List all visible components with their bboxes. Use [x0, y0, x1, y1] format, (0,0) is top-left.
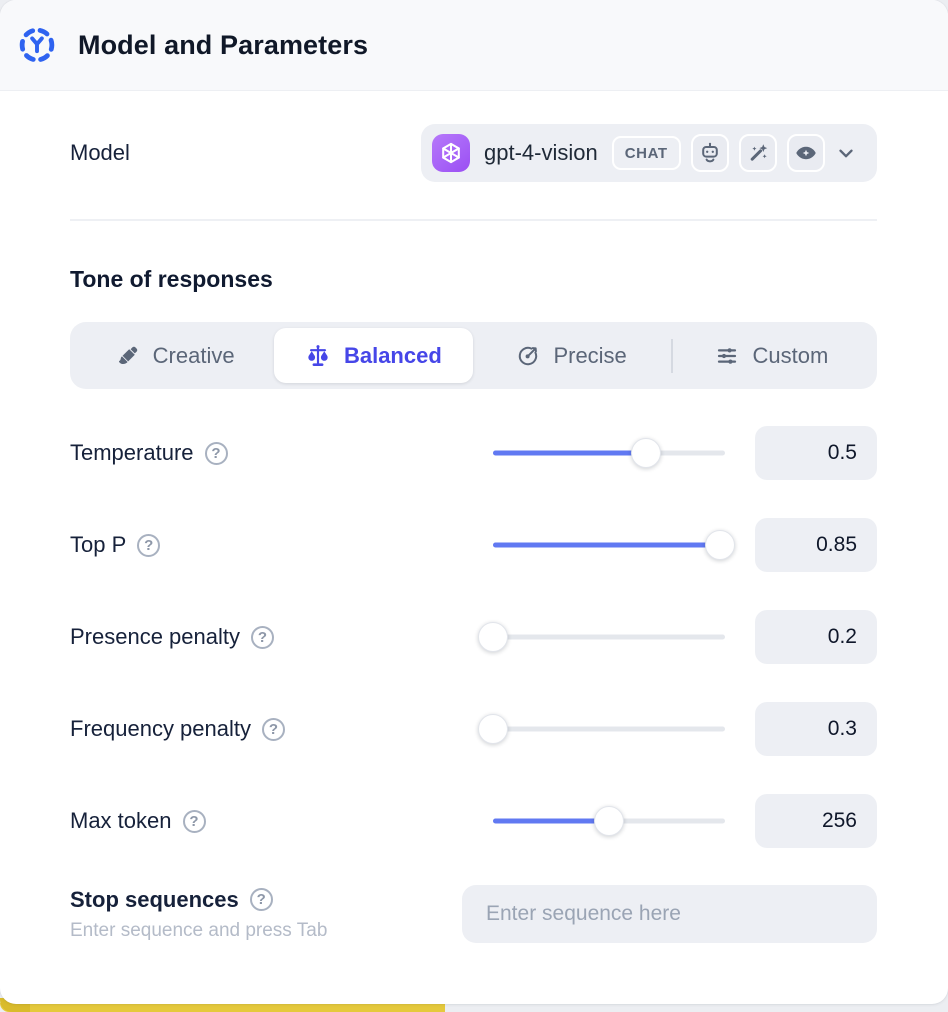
model-hub-icon — [16, 24, 58, 66]
presence-penalty-slider[interactable] — [478, 621, 725, 653]
tone-tab-bar: Creative Balanced — [70, 322, 877, 389]
presence-penalty-value[interactable]: 0.2 — [755, 610, 877, 664]
page-title: Model and Parameters — [78, 29, 369, 60]
paintbrush-icon — [116, 344, 140, 368]
stop-sequences-helper: Enter sequence and press Tab — [70, 919, 328, 941]
slider-track — [493, 634, 725, 640]
panel-header: Model and Parameters — [0, 0, 948, 91]
param-label: Top P — [70, 532, 127, 557]
target-icon — [516, 344, 540, 368]
top-p-slider[interactable] — [493, 529, 736, 561]
bottom-accent-bar — [0, 998, 445, 1012]
slider-thumb[interactable] — [478, 714, 508, 744]
slider-fill — [493, 542, 721, 548]
param-label: Max token — [70, 808, 172, 833]
parameters-list: Temperature 0.5 Top P — [70, 407, 877, 867]
stop-sequence-input[interactable] — [462, 885, 877, 943]
param-row-presence-penalty: Presence penalty 0.2 — [70, 591, 877, 683]
stop-sequences-label: Stop sequences — [70, 886, 239, 912]
param-row-temperature: Temperature 0.5 — [70, 407, 877, 499]
chevron-down-icon — [835, 142, 857, 164]
help-icon[interactable] — [262, 717, 285, 741]
help-icon[interactable] — [251, 625, 274, 649]
selected-model-name: gpt-4-vision — [484, 140, 598, 165]
vision-eye-icon — [786, 134, 825, 172]
top-p-value[interactable]: 0.85 — [755, 518, 877, 572]
param-row-frequency-penalty: Frequency penalty 0.3 — [70, 683, 877, 775]
tab-label: Balanced — [343, 342, 442, 368]
tab-custom[interactable]: Custom — [673, 328, 871, 383]
slider-thumb[interactable] — [631, 438, 662, 468]
tab-creative[interactable]: Creative — [76, 328, 274, 383]
param-label: Presence penalty — [70, 624, 240, 649]
tab-label: Custom — [752, 342, 829, 368]
sliders-icon — [715, 344, 739, 368]
tone-heading: Tone of responses — [70, 266, 273, 292]
help-icon[interactable] — [137, 533, 161, 557]
magic-wand-icon — [738, 134, 777, 172]
slider-fill — [493, 818, 609, 824]
param-label: Frequency penalty — [70, 716, 251, 741]
slider-thumb[interactable] — [594, 806, 624, 836]
max-token-value[interactable]: 256 — [755, 794, 877, 848]
model-label: Model — [70, 140, 130, 165]
slider-track — [493, 726, 725, 732]
temperature-slider[interactable] — [493, 437, 725, 469]
section-divider — [70, 219, 877, 221]
param-label: Temperature — [70, 440, 194, 465]
tab-precise[interactable]: Precise — [473, 328, 671, 383]
max-token-slider[interactable] — [493, 805, 725, 837]
help-icon[interactable] — [204, 441, 228, 465]
stop-sequences-row: Stop sequences Enter sequence and press … — [70, 867, 877, 961]
frequency-penalty-value[interactable]: 0.3 — [755, 702, 877, 756]
tab-balanced[interactable]: Balanced — [274, 328, 473, 383]
slider-thumb[interactable] — [705, 530, 736, 560]
param-row-max-token: Max token 256 — [70, 775, 877, 867]
temperature-value[interactable]: 0.5 — [755, 426, 877, 480]
slider-fill — [493, 450, 647, 456]
openai-logo — [432, 134, 470, 172]
slider-thumb[interactable] — [478, 622, 508, 652]
model-select[interactable]: gpt-4-vision CHAT — [421, 124, 877, 182]
balance-scale-icon — [305, 343, 331, 369]
param-row-top-p: Top P 0.85 — [70, 499, 877, 591]
help-icon[interactable] — [182, 809, 206, 833]
help-icon[interactable] — [249, 888, 273, 911]
tab-label: Precise — [553, 342, 627, 368]
tab-label: Creative — [152, 342, 235, 368]
frequency-penalty-slider[interactable] — [478, 713, 725, 745]
robot-icon — [690, 134, 729, 172]
tab-divider — [670, 338, 673, 373]
model-row: Model gpt-4-vision CHAT — [70, 124, 877, 182]
chat-type-badge: CHAT — [611, 136, 681, 170]
